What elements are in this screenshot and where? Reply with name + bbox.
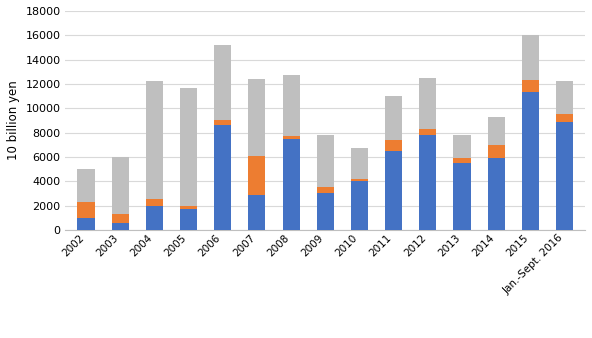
Bar — [317, 135, 334, 187]
Bar — [112, 157, 128, 214]
Bar — [78, 218, 95, 230]
Bar — [214, 45, 231, 120]
Bar — [214, 120, 231, 125]
Bar — [282, 136, 300, 139]
Bar — [385, 96, 402, 140]
Bar — [180, 88, 197, 206]
Legend: IN-OUT, OUT-IN, IN-IN: IN-OUT, OUT-IN, IN-IN — [214, 334, 436, 338]
Bar — [249, 156, 265, 195]
Bar — [351, 179, 368, 181]
Bar — [419, 78, 436, 129]
Bar — [556, 114, 573, 122]
Bar — [488, 158, 505, 230]
Bar — [146, 199, 163, 206]
Bar — [522, 35, 539, 80]
Bar — [282, 139, 300, 230]
Bar — [317, 193, 334, 230]
Bar — [214, 125, 231, 230]
Bar — [488, 117, 505, 145]
Bar — [351, 181, 368, 230]
Bar — [385, 140, 402, 151]
Bar — [249, 195, 265, 230]
Bar — [78, 169, 95, 202]
Bar — [146, 206, 163, 230]
Bar — [522, 80, 539, 92]
Bar — [180, 209, 197, 230]
Bar — [351, 148, 368, 179]
Bar — [453, 135, 471, 158]
Bar — [112, 222, 128, 230]
Bar — [385, 151, 402, 230]
Bar — [249, 79, 265, 156]
Bar — [112, 214, 128, 222]
Bar — [419, 135, 436, 230]
Bar — [419, 129, 436, 135]
Bar — [146, 81, 163, 199]
Bar — [180, 206, 197, 209]
Bar — [488, 145, 505, 158]
Bar — [282, 75, 300, 136]
Bar — [453, 163, 471, 230]
Bar — [78, 202, 95, 218]
Bar — [556, 122, 573, 230]
Bar — [317, 187, 334, 193]
Y-axis label: 10 billion yen: 10 billion yen — [7, 80, 20, 160]
Bar — [556, 81, 573, 114]
Bar — [453, 158, 471, 163]
Bar — [522, 92, 539, 230]
